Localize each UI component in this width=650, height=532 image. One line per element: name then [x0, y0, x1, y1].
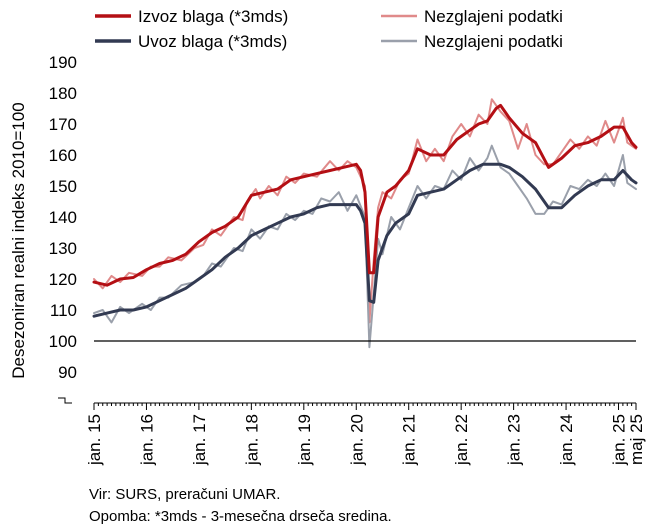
x-tick-label: jan. 25 — [610, 414, 629, 466]
x-tick-label: jan. 18 — [242, 414, 261, 466]
x-tick-label: jan. 24 — [557, 414, 576, 466]
y-tick-label: 170 — [49, 115, 77, 134]
chart: Izvoz blaga (*3mds) Nezglajeni podatki Uvo… — [9, 7, 646, 466]
x-axis: jan. 15 jan. 16 jan. 17 jan. 18 jan. 19 jan. … — [85, 402, 646, 466]
x-tick-label: jan. 17 — [190, 414, 209, 466]
y-tick-label: 130 — [49, 239, 77, 258]
y-axis-label: Desezoniran realni indeks 2010=100 — [9, 102, 28, 378]
x-tick-label: jan. 21 — [400, 414, 419, 466]
x-tick-label: jan. 20 — [347, 414, 366, 466]
x-tick-label: jan. 22 — [452, 414, 471, 466]
series-line — [92, 103, 638, 287]
y-tick-label: 90 — [58, 363, 77, 382]
legend-label: Nezglajeni podatki — [424, 7, 563, 26]
x-tick-label: maj 25 — [627, 414, 646, 465]
x-tick-label: jan. 19 — [295, 414, 314, 466]
y-tick-label: 140 — [49, 208, 77, 227]
legend-label: Izvoz blaga (*3mds) — [138, 7, 288, 26]
y-tick-label: 180 — [49, 84, 77, 103]
y-tick-label: 120 — [49, 270, 77, 289]
y-tick-label: 190 — [49, 53, 77, 72]
series-line — [92, 162, 638, 318]
y-tick-label: 110 — [50, 301, 77, 320]
y-tick-label: 100 — [49, 332, 77, 351]
footnote: Opomba: *3mds - 3-mesečna drseča sredina… — [89, 508, 392, 525]
series-lines — [92, 98, 638, 349]
source-note: Vir: SURS, preračuni UMAR. — [89, 486, 281, 503]
legend-label: Uvoz blaga (*3mds) — [138, 32, 287, 51]
axis-break-mark — [58, 397, 72, 404]
x-tick-label: jan. 23 — [505, 414, 524, 466]
y-axis-ticks: 90 100 110 120 130 140 150 160 170 180 190 — [49, 53, 77, 404]
legend-label: Nezglajeni podatki — [424, 32, 563, 51]
legend: Izvoz blaga (*3mds) Nezglajeni podatki Uvo… — [95, 7, 563, 51]
x-tick-label: jan. 16 — [137, 414, 156, 466]
y-tick-label: 160 — [49, 146, 77, 165]
x-tick-label: jan. 15 — [85, 414, 104, 466]
y-tick-label: 150 — [49, 177, 77, 196]
